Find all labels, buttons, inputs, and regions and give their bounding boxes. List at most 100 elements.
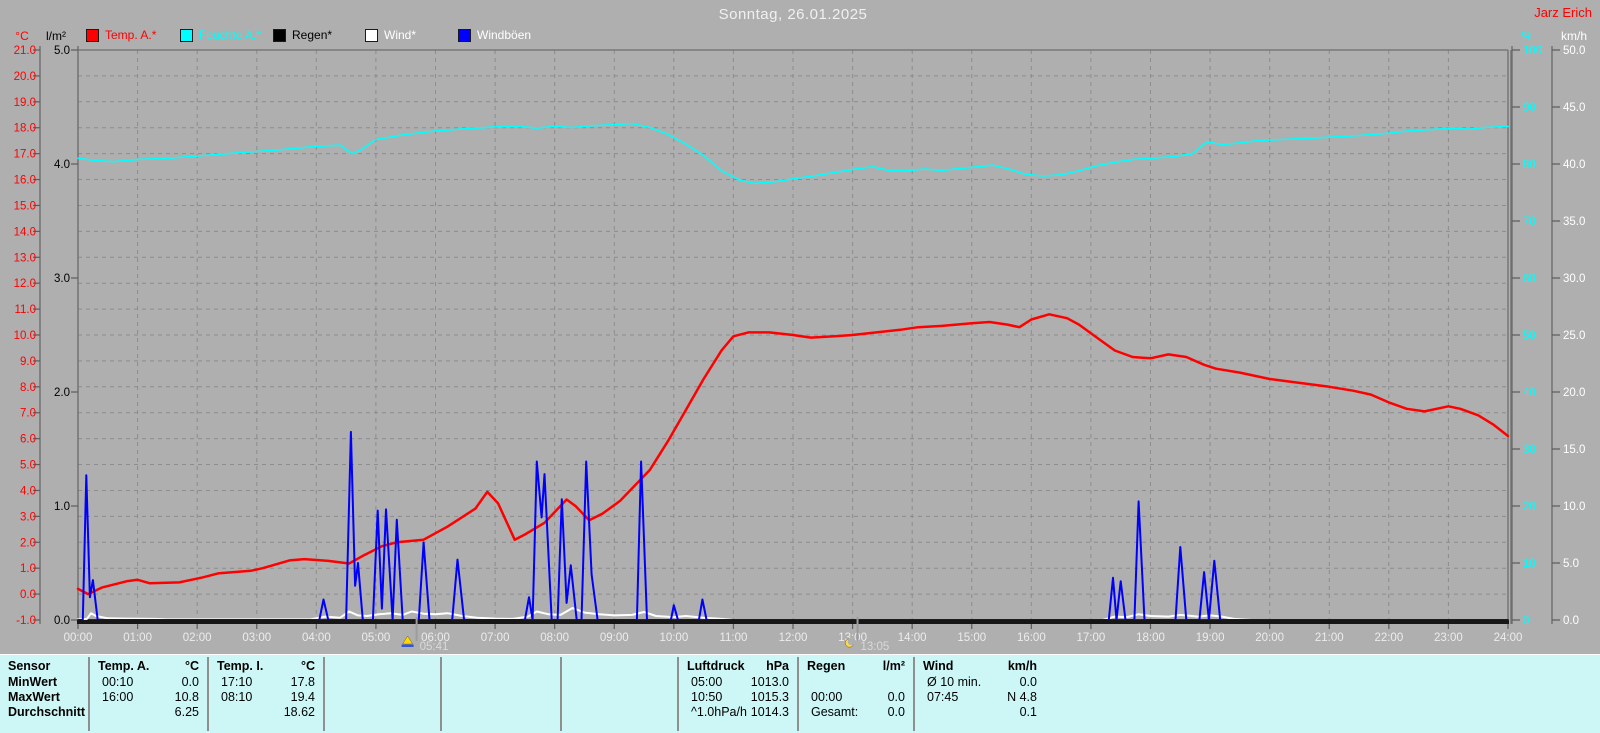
x-tick-label: 04:00 [302,632,331,644]
table-cell-regen-label: Gesamt: [811,705,859,719]
y-tick-label-temp: 0.0 [20,589,36,601]
y-tick-label-temp: 11.0 [14,304,36,316]
y-tick-label-humidity: 0 [1523,615,1529,627]
table-header-regen: Regen [807,659,846,673]
y-tick-label-wind: 40.0 [1563,159,1585,171]
y-tick-label-wind: 0.0 [1563,615,1579,627]
y-tick-label-rain: 0.0 [54,615,70,627]
table-column-separator [88,657,90,731]
summary-table: Sensor MinWert MaxWert Durchschnitt Temp. A.… [0,654,1600,733]
x-tick-label: 16:00 [1017,632,1046,644]
table-cell-wind-value: 0.0 [1019,675,1037,689]
table-cell-temp-a-value: 10.8 [174,690,199,704]
legend-label-feuchte-a: Feuchte A.* [199,28,262,42]
table-row-label: Sensor [8,659,51,673]
time-marker: 13:05 [845,617,889,653]
y-tick-label-temp: 6.0 [20,434,36,446]
table-column-separator [560,657,562,731]
table-cell-temp-a-value: 0.0 [181,675,199,689]
y-tick-label-temp: 2.0 [20,537,36,549]
y-tick-label-rain: 4.0 [54,159,70,171]
y-axis-temp: 21.0 20.0 19.0 18.0 17.0 16.0 15.0 14.0 13.0 12.0… [14,29,41,627]
sunrise-marker-icon [401,635,414,647]
legend-swatch-feuchte-a [180,29,193,42]
legend-swatch-regen [273,29,286,42]
y-tick-label-temp: 21.0 [14,45,36,57]
x-tick-label: 10:00 [659,632,688,644]
x-tick-label: 12:00 [779,632,808,644]
time-marker: 05:41 [401,617,448,653]
y-tick-label-wind: 35.0 [1563,216,1585,228]
x-tick-label: 01:00 [123,632,152,644]
y-tick-label-wind: 25.0 [1563,330,1585,342]
y-tick-label-wind: 15.0 [1563,444,1585,456]
watermark-author: Jarz Erich [1534,5,1592,20]
y-axis-unit-wind: km/h [1561,29,1587,43]
legend-swatch-windboeen [458,29,471,42]
x-tick-label: 02:00 [183,632,212,644]
y-tick-label-temp: 13.0 [14,252,36,264]
y-tick-label-wind: 5.0 [1563,558,1579,570]
table-header-temp-i: Temp. I. [217,659,264,673]
y-tick-label-wind: 50.0 [1563,45,1585,57]
table-cell-temp-a-label: 00:10 [102,675,134,689]
y-tick-label-temp: 5.0 [20,460,36,472]
y-tick-label-rain: 3.0 [54,273,70,285]
y-tick-label-wind: 45.0 [1563,102,1585,114]
chart-area: 21.0 20.0 19.0 18.0 17.0 16.0 15.0 14.0 13.0 12.0… [14,29,1587,653]
table-cell-temp-i-value: 19.4 [290,690,315,704]
y-axis-rain: 5.0 4.0 3.0 2.0 1.0 0.0 l/m² [46,29,79,627]
x-axis-baseline [77,620,1509,624]
x-tick-label: 06:00 [421,632,450,644]
table-column-separator [797,657,799,731]
y-tick-label-temp: 12.0 [14,278,36,290]
legend-label-windboeen: Windböen [477,28,532,42]
y-tick-label-wind: 10.0 [1563,501,1585,513]
table-cell-luftdruck-value: 1013.0 [750,675,789,689]
table-cell-temp-a-value: 6.25 [174,705,199,719]
y-axis-unit-humidity: % [1522,29,1533,43]
table-cell-luftdruck-label: ^1.0hPa/h [691,705,747,719]
x-tick-label: 00:00 [64,632,93,644]
y-tick-label-humidity: 20 [1523,501,1536,513]
moon-marker-icon [845,637,856,648]
x-tick-label: 09:00 [600,632,629,644]
table-column-separator [913,657,915,731]
legend-item-windboeen: Windböen [458,29,531,42]
y-tick-label-temp: 8.0 [20,382,36,394]
table-cell-temp-i-value: 18.62 [283,705,315,719]
y-tick-label-temp: 3.0 [20,511,36,523]
table-cell-regen-value: 0.0 [887,690,905,704]
x-tick-label: 24:00 [1494,632,1523,644]
y-tick-label-humidity: 50 [1523,330,1536,342]
x-tick-label: 08:00 [540,632,569,644]
table-row-label: Durchschnitt [8,705,86,719]
x-tick-label: 05:00 [362,632,391,644]
x-tick-label: 20:00 [1255,632,1284,644]
weather-chart: 21.0 20.0 19.0 18.0 17.0 16.0 15.0 14.0 13.0 12.0… [14,29,1587,653]
table-unit-wind: km/h [1007,659,1037,673]
time-marker-label: 13:05 [861,641,890,653]
legend-item-regen: Regen* [273,29,332,42]
table-column-separator [207,657,209,731]
y-tick-label-temp: 4.0 [20,485,36,497]
x-tick-label: 17:00 [1077,632,1106,644]
y-tick-label-humidity: 60 [1523,273,1536,285]
table-unit-regen: l/m² [882,659,905,673]
legend-item-feuchte-a: Feuchte A.* [180,29,261,42]
table-row-label: MinWert [8,675,58,689]
y-tick-label-temp: 1.0 [20,563,36,575]
legend-label-wind: Wind* [384,28,417,42]
y-tick-label-rain: 5.0 [54,45,70,57]
x-axis: 00:00 01:00 02:00 03:00 04:00 05:00 06:00 07:00… [64,624,1523,644]
y-tick-label-temp: 20.0 [14,71,36,83]
y-tick-label-rain: 1.0 [54,501,70,513]
table-cell-temp-i-label: 17:10 [221,675,253,689]
y-tick-label-temp: 9.0 [20,356,36,368]
table-header-temp-a: Temp. A. [98,659,150,673]
table-header-luftdruck: Luftdruck [687,659,745,673]
y-tick-label-temp: 10.0 [14,330,36,342]
x-tick-label: 14:00 [898,632,927,644]
plot-border [78,49,1512,624]
